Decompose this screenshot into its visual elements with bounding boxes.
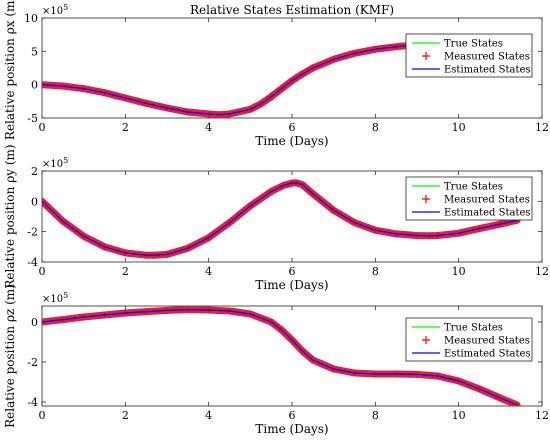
legend-entry-label: Measured States [444, 195, 530, 206]
y-multiplier-exponent: 5 [63, 156, 68, 165]
chart-title: Relative States Estimation (KMF) [190, 3, 394, 17]
y-tick-label: 2 [31, 165, 38, 178]
x-tick-label: 6 [289, 121, 296, 134]
series-estimated-states [42, 308, 518, 406]
y-tick-label: 0 [31, 316, 38, 329]
y-tick-label: -4 [27, 396, 38, 409]
x-tick-label: 6 [289, 265, 296, 278]
y-multiplier-exponent: 5 [63, 291, 68, 300]
y-multiplier-exponent: 5 [63, 3, 68, 12]
legend-entry-label: Estimated States [444, 208, 531, 219]
legend-entry-label: Estimated States [444, 349, 531, 360]
x-tick-label: 8 [372, 409, 379, 422]
y-tick-label: -5 [27, 112, 38, 125]
x-axis-label: Time (Days) [255, 422, 328, 436]
y-tick-label: 0 [31, 79, 38, 92]
chart-panel-3: 0 2 4 6 8 10 12 -4 -2 0 ×105 Time (Days) Relative po… [3, 284, 549, 436]
y-tick-label: 0 [31, 195, 38, 208]
y-tick-label: -4 [27, 256, 38, 269]
legend-measured-states-marker [422, 52, 430, 60]
x-tick-label: 10 [452, 265, 466, 278]
x-tick-label: 12 [535, 121, 549, 134]
legend-entry-label: Measured States [444, 336, 530, 347]
x-tick-label: 2 [122, 121, 129, 134]
legend-entry-label: Measured States [444, 52, 530, 63]
x-tick-label: 4 [205, 265, 212, 278]
legend-entry-label: Estimated States [444, 65, 531, 76]
y-axis-label: Relative position ρz (m) [3, 284, 17, 428]
legend-measured-states-marker [422, 195, 430, 203]
x-tick-label: 2 [122, 265, 129, 278]
x-tick-label: 10 [452, 121, 466, 134]
y-tick-label: -2 [27, 356, 38, 369]
x-axis-label: Time (Days) [255, 278, 328, 292]
legend-entry-label: True States [444, 39, 503, 50]
y-axis-label: Relative position ρx (m) [3, 0, 17, 140]
x-tick-label: 2 [122, 409, 129, 422]
chart-panel-2: 0 2 4 6 8 10 12 -4 -2 0 2 ×105 Time (Days) Relative p… [3, 144, 549, 292]
x-tick-label: 12 [535, 409, 549, 422]
series-group [42, 306, 521, 406]
legend: True States Measured States Estimated Stat… [405, 317, 533, 362]
y-axis-label: Relative position ρy (m) [3, 144, 17, 288]
x-tick-label: 0 [39, 121, 46, 134]
x-tick-label: 0 [39, 409, 46, 422]
x-tick-label: 4 [205, 121, 212, 134]
x-tick-label: 10 [452, 409, 466, 422]
x-tick-label: 4 [205, 409, 212, 422]
legend: True States Measured States Estimated Stat… [405, 33, 533, 78]
y-tick-label: 10 [24, 12, 38, 25]
x-tick-label: 8 [372, 121, 379, 134]
y-multiplier: ×105 [42, 3, 68, 17]
y-tick-label: 5 [31, 45, 38, 58]
x-tick-label: 12 [535, 265, 549, 278]
x-axis-label: Time (Days) [255, 134, 328, 148]
x-tick-label: 6 [289, 409, 296, 422]
measured-point [42, 198, 45, 205]
x-tick-label: 8 [372, 265, 379, 278]
y-multiplier: ×105 [42, 156, 68, 170]
x-tick-label: 0 [39, 265, 46, 278]
legend: True States Measured States Estimated Stat… [405, 176, 533, 221]
y-multiplier: ×105 [42, 291, 68, 305]
legend-measured-states-marker [422, 336, 430, 344]
y-tick-label: -2 [27, 226, 38, 239]
series-group [42, 179, 521, 259]
legend-entry-label: True States [444, 182, 503, 193]
series-estimated-states [42, 182, 518, 256]
legend-entry-label: True States [444, 323, 503, 334]
